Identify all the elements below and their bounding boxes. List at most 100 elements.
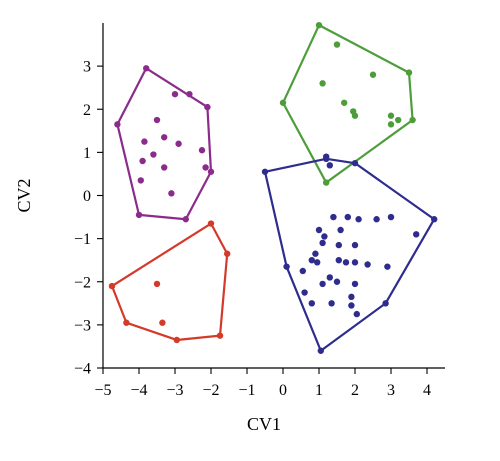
data-point (198, 147, 206, 154)
data-point (387, 213, 395, 221)
data-point (348, 302, 355, 309)
data-point (186, 90, 193, 98)
hull-vertex-point (382, 300, 389, 307)
data-point (153, 116, 161, 124)
data-point (387, 112, 395, 119)
x-tick-label: 2 (351, 382, 359, 399)
x-tick-label: 1 (315, 382, 323, 399)
hull-vertex-point (431, 216, 438, 223)
data-point (159, 319, 166, 326)
y-tick-label: −4 (74, 361, 91, 378)
data-point (161, 134, 168, 141)
data-point (395, 116, 402, 124)
data-point (348, 293, 355, 301)
hull-vertex-point (351, 159, 359, 167)
hull-vertex-point (409, 116, 416, 124)
hull-vertex-point (173, 336, 180, 344)
data-point (137, 177, 144, 184)
data-point (333, 278, 341, 285)
data-point (308, 256, 315, 264)
data-point (168, 190, 175, 197)
data-point (335, 256, 342, 264)
y-tick-label: −1 (74, 231, 91, 248)
data-point (369, 71, 377, 78)
hull-vertex-point (114, 121, 121, 128)
hull-vertex-point (405, 69, 413, 76)
data-point (153, 280, 161, 288)
data-point (308, 300, 315, 307)
data-point (328, 300, 335, 307)
data-point (141, 138, 148, 145)
data-point (315, 226, 323, 234)
data-point (326, 162, 333, 169)
data-point (323, 153, 330, 160)
cluster-hull-1 (116, 67, 213, 221)
hull-vertex-point (123, 319, 130, 326)
data-point (202, 164, 209, 171)
y-tick-label: −2 (74, 274, 91, 291)
data-point (301, 289, 308, 296)
data-point (387, 121, 395, 128)
y-tick-label: 0 (83, 188, 91, 205)
data-point (364, 261, 371, 268)
hull-vertex-point (216, 332, 224, 339)
y-axis-ticks: −4 −3 −2 −1 0 1 2 3 (74, 59, 103, 378)
y-tick-label: −3 (74, 317, 91, 334)
x-tick-label: −1 (238, 382, 255, 399)
x-tick-label: 4 (423, 382, 431, 399)
hull-vertex-point (207, 220, 215, 227)
hull-vertex-point (207, 168, 215, 175)
data-point (139, 157, 146, 165)
data-point (335, 241, 342, 249)
hull-vertex-point (143, 65, 150, 72)
data-point (319, 239, 326, 247)
x-tick-label: −4 (130, 382, 147, 399)
data-point (321, 233, 328, 240)
hull-vertex-point (135, 211, 143, 219)
hull-vertex-point (279, 99, 287, 106)
hull-vertex-point (317, 347, 324, 354)
hull-vertex-point (108, 282, 116, 290)
cluster-hull-3 (263, 157, 436, 352)
y-tick-label: 1 (83, 145, 91, 162)
data-point (353, 310, 360, 318)
data-point (175, 140, 182, 147)
x-axis-title: CV1 (247, 414, 281, 434)
data-point (341, 99, 348, 106)
y-tick-label: 3 (83, 59, 91, 76)
data-point (319, 80, 326, 87)
data-point (171, 90, 179, 98)
data-point (351, 259, 359, 266)
data-points (108, 21, 438, 354)
x-tick-label: 3 (387, 382, 395, 399)
data-point (413, 231, 420, 238)
hull-vertex-point (261, 168, 269, 175)
data-point (333, 41, 341, 48)
y-axis-title: CV2 (14, 178, 34, 212)
data-point (384, 263, 391, 270)
y-tick-label: 2 (83, 102, 91, 119)
hull-vertex-point (315, 21, 323, 29)
data-point (330, 213, 337, 221)
x-tick-label: −2 (202, 382, 219, 399)
hull-vertex-point (224, 250, 231, 257)
data-point (350, 108, 357, 115)
data-point (373, 216, 380, 223)
data-point (150, 151, 157, 158)
data-point (351, 241, 359, 249)
hull-vertex-point (323, 179, 330, 186)
data-point (161, 164, 168, 171)
x-axis-ticks: −5 −4 −3 −2 −1 0 1 2 3 4 (94, 368, 431, 399)
cluster-hull-2 (281, 24, 414, 184)
data-point (326, 274, 333, 281)
data-point (351, 280, 359, 288)
data-point (312, 250, 319, 257)
data-point (344, 213, 351, 221)
data-point (337, 226, 344, 234)
hull-vertex-point (182, 216, 189, 223)
hull-vertex-point (283, 263, 290, 270)
x-tick-label: −5 (94, 382, 111, 399)
